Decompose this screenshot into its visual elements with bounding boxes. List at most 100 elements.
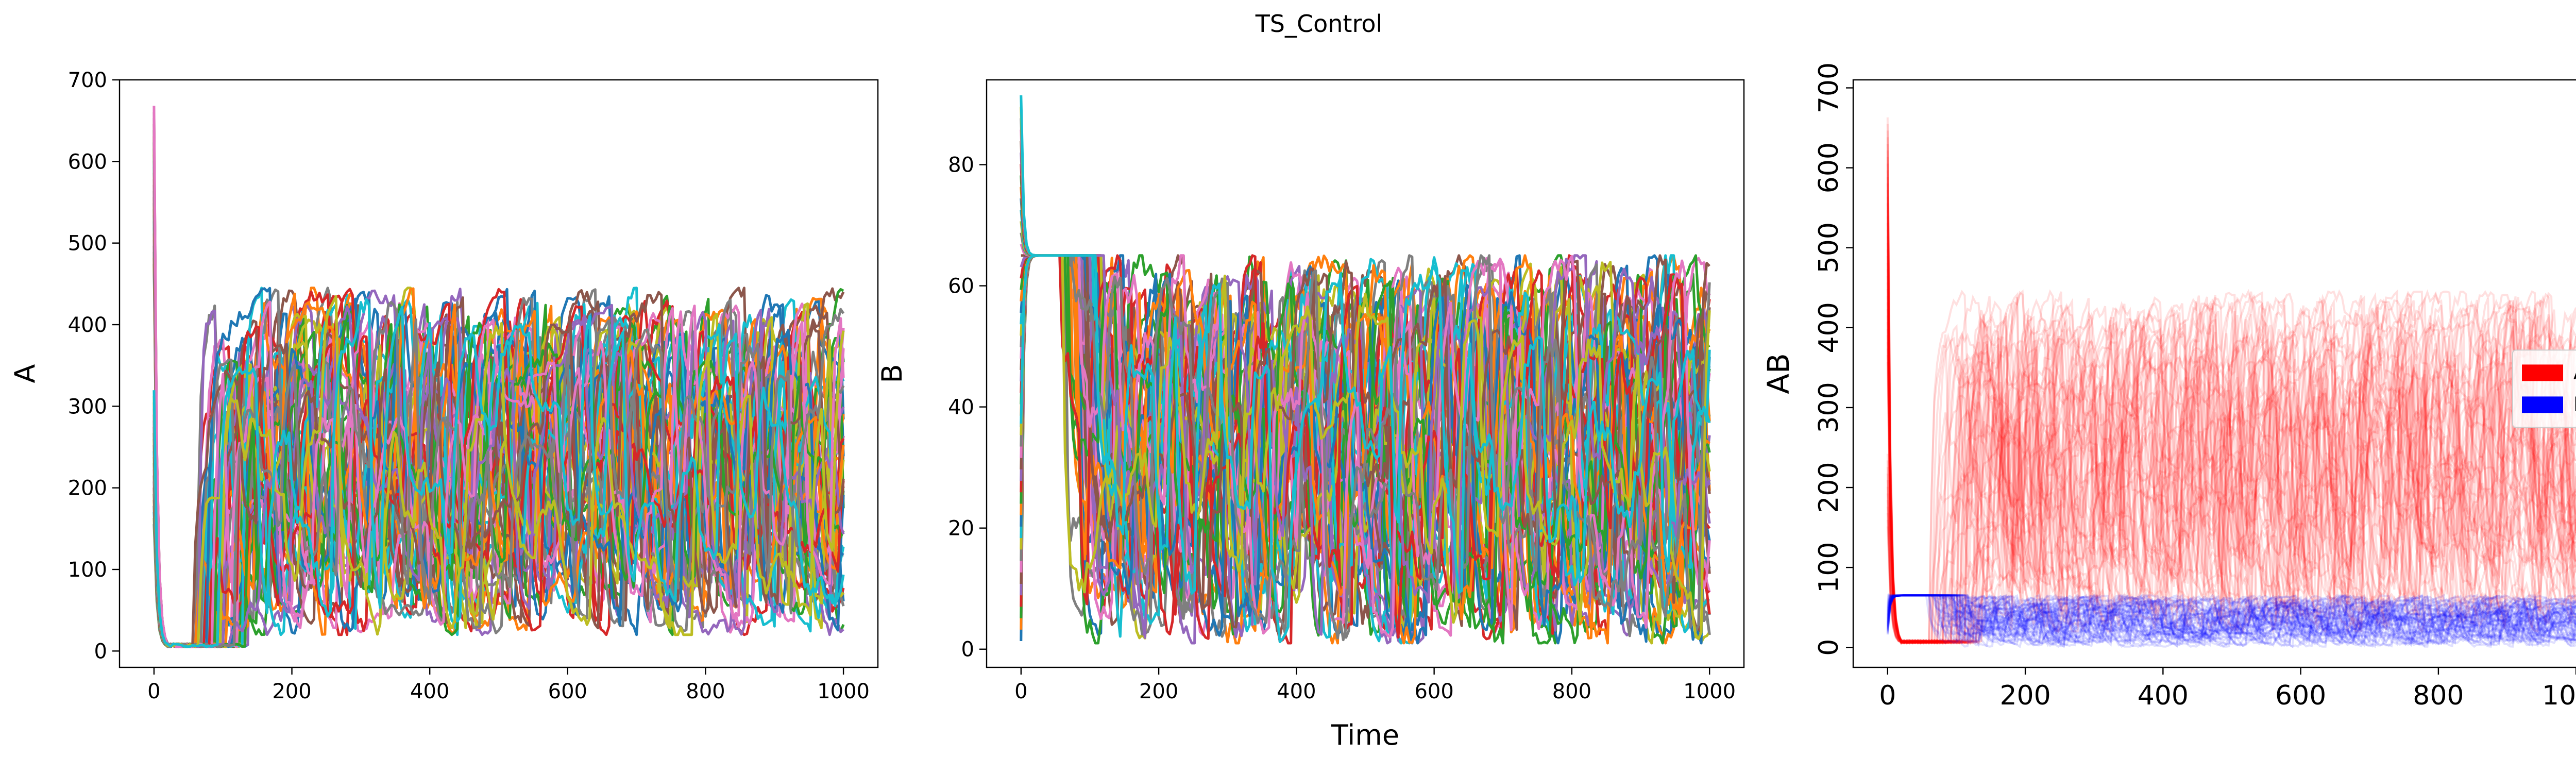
series-a-line — [1886, 289, 2576, 645]
series-a-line — [1886, 243, 2576, 645]
chart-panel-1: 0 200 400 600 800 1000 0 100 200 300 400 500 600 700 A — [9, 69, 879, 703]
series-b-line — [1886, 594, 2576, 647]
y-tick-label: 20 — [948, 517, 974, 541]
series-b-line — [1886, 594, 2576, 646]
x-tick-label: 400 — [2138, 680, 2189, 711]
x-tick-label: 800 — [2413, 680, 2464, 711]
series-a-line — [1886, 117, 2576, 645]
x-tick-label: 1000 — [1683, 680, 1736, 703]
x-tick-label: 600 — [2275, 680, 2326, 711]
series-b-line — [1887, 594, 2576, 648]
series-line — [152, 288, 845, 648]
series-a-line — [1886, 216, 2576, 645]
series-b-line — [1886, 594, 2576, 647]
series-a-line — [1886, 289, 2576, 645]
series-line — [152, 291, 845, 648]
series-b-line — [1886, 594, 2576, 646]
y-tick-label: 500 — [1814, 222, 1844, 273]
series-line — [1020, 254, 1711, 642]
series-b-line — [1886, 594, 2576, 647]
x-tick-label: 800 — [686, 680, 725, 703]
series-b-line — [1886, 594, 2576, 647]
series-line — [152, 295, 845, 648]
series-a-line — [1886, 163, 2576, 645]
series-line — [1020, 254, 1710, 645]
series-b-line — [1887, 594, 2576, 645]
series-a-line — [1886, 223, 2576, 645]
plot-area-2 — [986, 79, 1745, 668]
y-tick-label: 300 — [68, 395, 107, 418]
series-a-line — [1886, 229, 2576, 646]
x-tick-label: 0 — [1879, 680, 1896, 711]
x-tick-label: 400 — [410, 680, 449, 703]
series-b-line — [1887, 594, 2576, 648]
series-a-line — [1886, 177, 2576, 645]
y-tick-label: 700 — [68, 69, 107, 92]
y-tick-label: 400 — [68, 313, 107, 337]
series-a-line — [1886, 236, 2576, 644]
series-a-line — [1886, 296, 2576, 645]
series-a-line — [1886, 144, 2576, 645]
series-a-line — [1886, 307, 2576, 645]
series-a-line — [1886, 249, 2576, 645]
series-b-line — [1886, 593, 2576, 648]
y-tick-label: 200 — [68, 477, 107, 500]
y-tick-label: 700 — [1814, 62, 1844, 113]
x-tick-label: 200 — [272, 680, 311, 703]
series-b-line — [1886, 594, 2576, 646]
series-a-line — [1886, 282, 2576, 644]
series-b-line — [1887, 594, 2576, 648]
legend: AB — [2512, 349, 2576, 428]
series-b-line — [1887, 594, 2576, 648]
y-tick-label: 60 — [948, 275, 974, 298]
x-tick-label: 1000 — [2542, 680, 2576, 711]
series-a-line — [1886, 262, 2576, 645]
series-a-line — [1886, 293, 2576, 645]
series-a-line — [1886, 298, 2576, 645]
series-b-line — [1886, 594, 2576, 649]
series-b-line — [1887, 594, 2576, 645]
series-a-line — [1886, 196, 2576, 645]
x-tick-label: 200 — [1999, 680, 2050, 711]
series-b-line — [1886, 594, 2576, 647]
series-a-line — [1886, 311, 2576, 645]
panels: 0 200 400 600 800 10000100200300400500600700A… — [9, 62, 2576, 751]
y-tick-label: 600 — [68, 150, 107, 174]
series-a-line — [1886, 269, 2576, 645]
x-tick-label: 800 — [1552, 680, 1591, 703]
x-tick-label: 400 — [1277, 680, 1316, 703]
series-b-line — [1886, 594, 2576, 646]
series-group — [1886, 117, 2576, 649]
series-line — [152, 298, 845, 648]
series-a-line — [1886, 295, 2576, 645]
y-tick-label: 0 — [961, 638, 974, 662]
chart-panel-3: AB 0 200 400 600 800 1000 0 100 200 300 400 500 600 70… — [1761, 62, 2576, 711]
series-line — [1020, 254, 1710, 636]
series-a-line — [1886, 289, 2576, 645]
y-tick-label: 40 — [948, 396, 974, 419]
y-tick-label: 300 — [1814, 382, 1844, 433]
series-a-line — [1886, 124, 2576, 645]
y-tick-label: 100 — [68, 558, 107, 582]
series-line — [1020, 254, 1711, 645]
x-tick-label: 600 — [1414, 680, 1453, 703]
series-a-line — [1886, 295, 2576, 645]
series-b-line — [1886, 594, 2576, 648]
y-tick-label: 400 — [1814, 302, 1844, 353]
series-b-line — [1886, 594, 2576, 646]
series-group — [152, 106, 845, 648]
series-a-line — [1886, 210, 2576, 645]
legend-box — [2512, 349, 2576, 428]
series-b-line — [1887, 594, 2576, 647]
y-tick-label: 80 — [948, 154, 974, 177]
legend-label-b: B — [2573, 393, 2576, 415]
x-tick-label: 0 — [1014, 680, 1027, 703]
series-b-line — [1886, 594, 2576, 646]
series-group — [1020, 95, 1711, 645]
legend-label-a: A — [2573, 361, 2576, 383]
series-b-line — [1886, 594, 2576, 647]
series-b-line — [1886, 594, 2576, 648]
series-b-line — [1886, 594, 2576, 648]
y-axis-label: AB — [1761, 353, 1796, 394]
